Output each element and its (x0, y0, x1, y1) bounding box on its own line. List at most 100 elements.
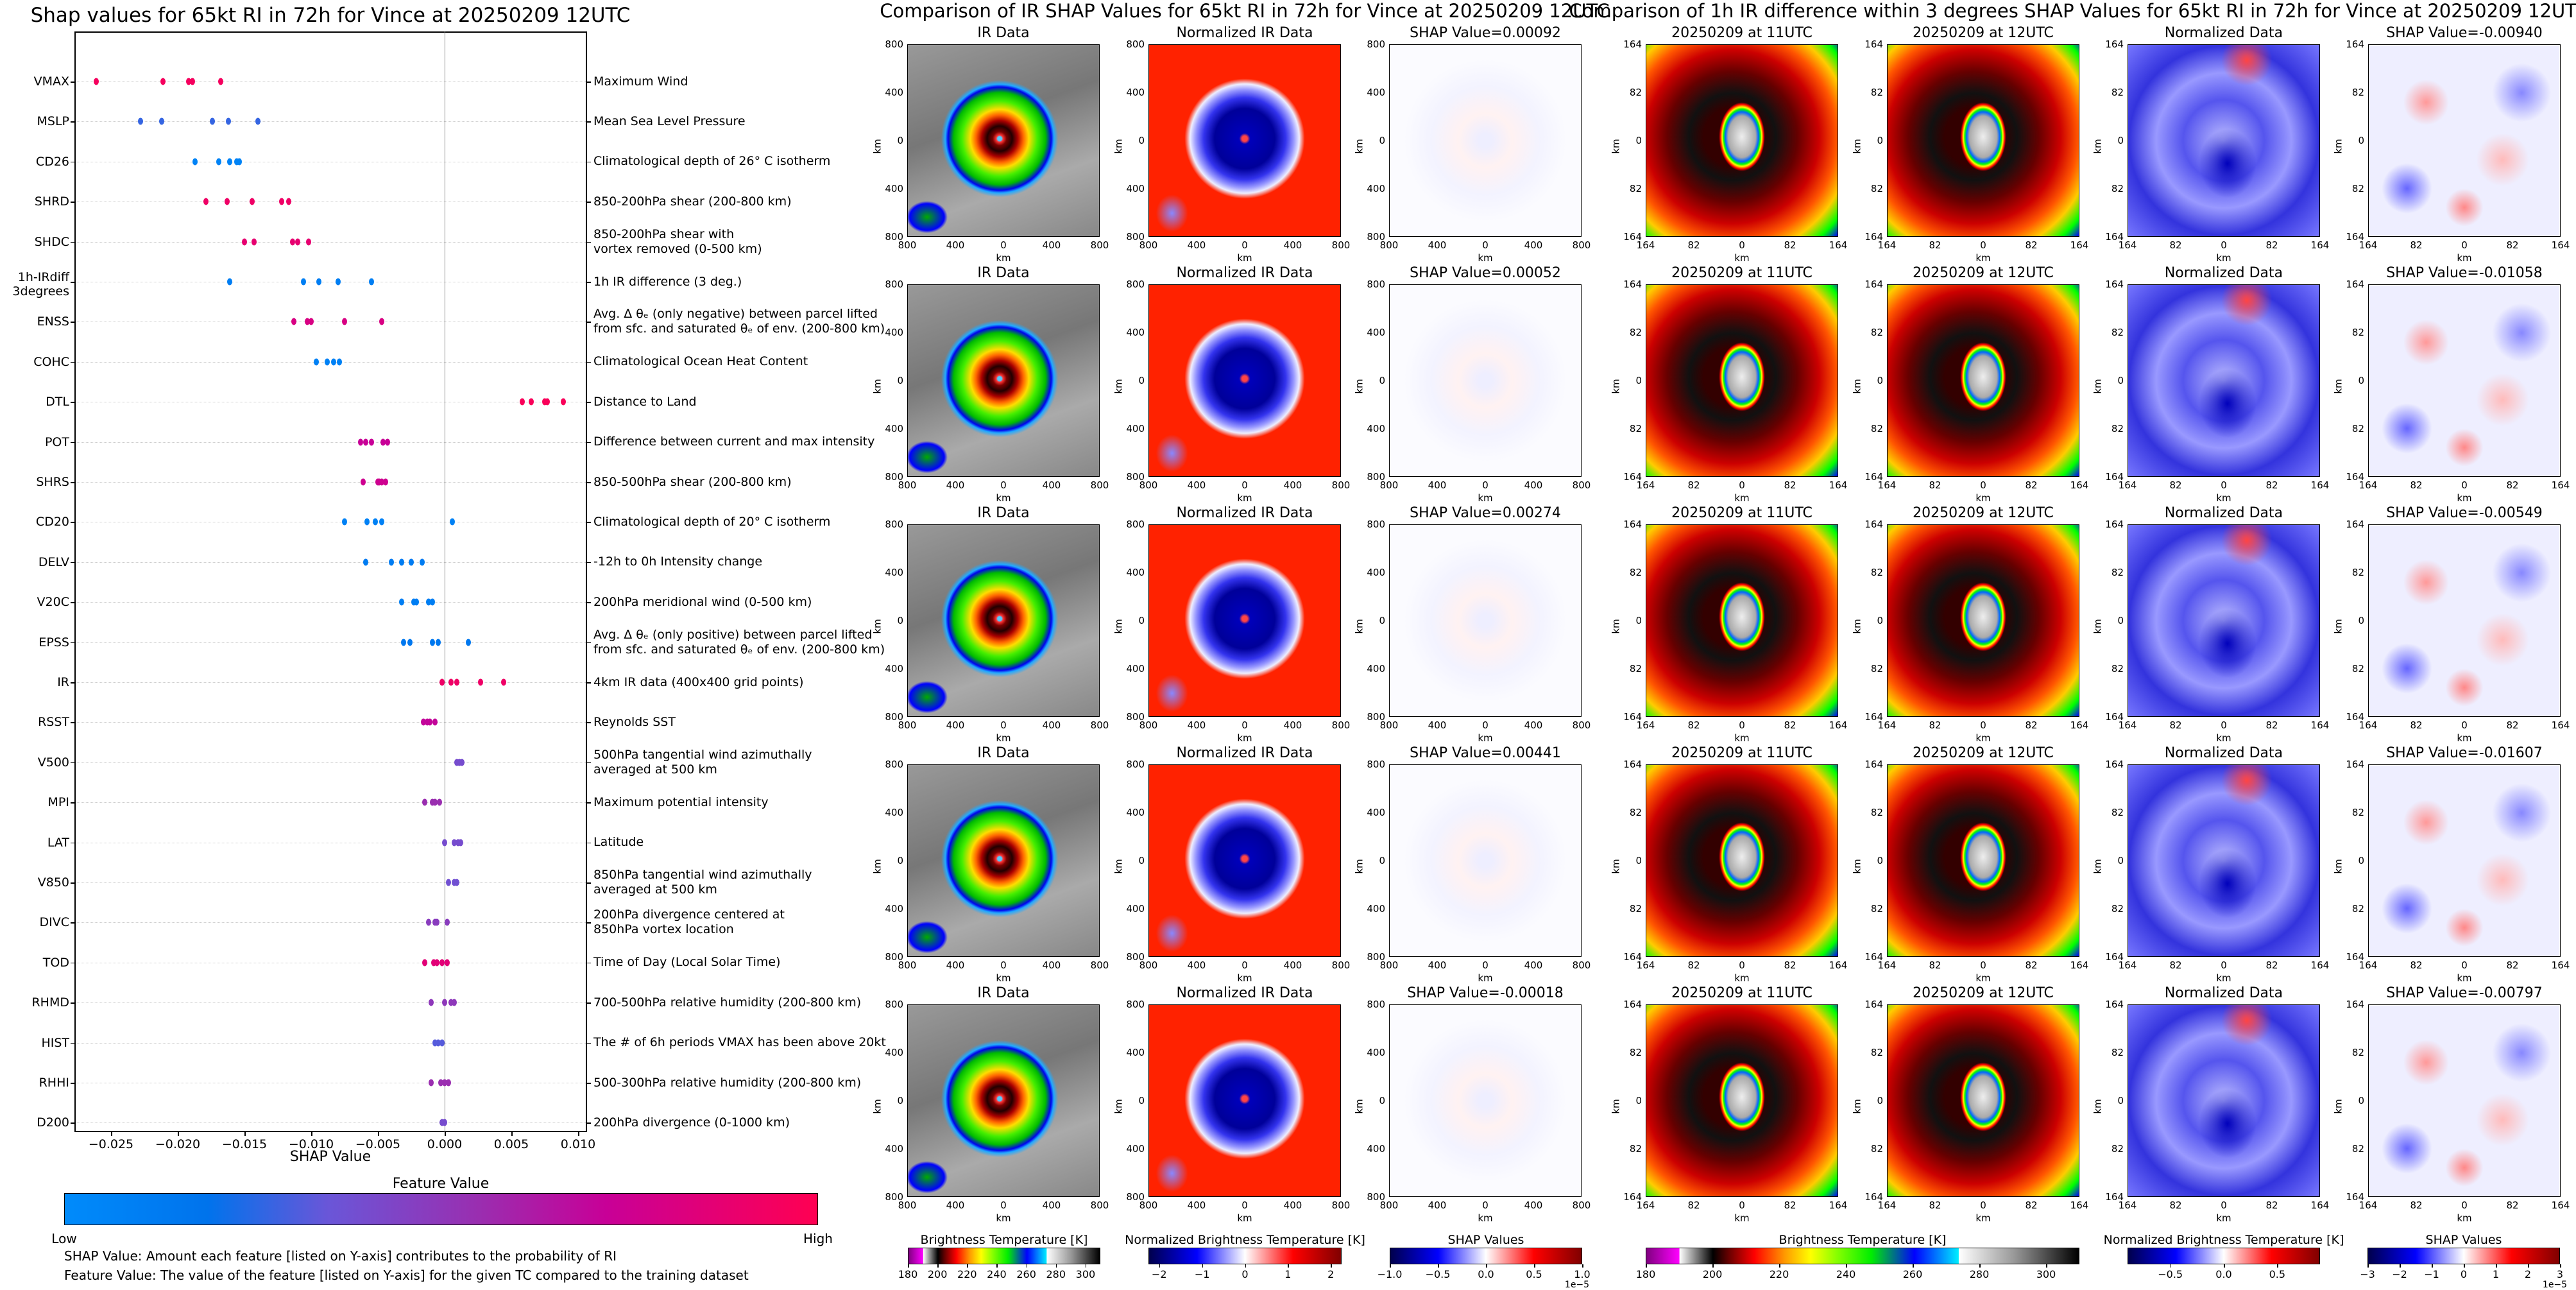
x-axis-unit-label: km (1237, 492, 1252, 504)
y-tick-label: 82 (2111, 567, 2124, 578)
colorbar-tick-label: 260 (1902, 1268, 1923, 1280)
colorbar-tick-label: −0.5 (1425, 1268, 1451, 1280)
x-tick-label: 164 (1877, 479, 1897, 491)
feature-code-label: MSLP (37, 114, 70, 129)
x-tick-label: 0.000 (427, 1137, 463, 1151)
ir-shap-panel-title: SHAP Value=0.00052 (1410, 265, 1561, 281)
y-axis-unit-label: km (1113, 139, 1125, 154)
shap-point (429, 1079, 434, 1087)
shap-point (234, 158, 239, 166)
x-tick-label: 400 (1283, 1200, 1302, 1211)
y-tick-label: 0 (1877, 1095, 1883, 1106)
y-tick-label: 82 (2351, 567, 2364, 578)
feature-code-label: 1h-IRdiff 3degrees (12, 270, 69, 298)
shap-point (384, 438, 390, 446)
colorbar-tick-label: 300 (1075, 1268, 1096, 1280)
y-tick-label: 82 (1629, 87, 1642, 98)
x-tick-label: 400 (1428, 1200, 1447, 1211)
feature-description: 850-200hPa shear with (593, 227, 735, 241)
y-tick-label: 82 (2111, 807, 2124, 818)
x-tick-label: −0.025 (88, 1137, 134, 1151)
y-tick-label: 800 (885, 519, 903, 530)
y-tick-label: 0 (1138, 375, 1145, 386)
shap-point (542, 398, 547, 406)
x-tick-label: 82 (2169, 239, 2182, 251)
y-tick-left (71, 602, 74, 603)
y-tick-label: 0 (1877, 615, 1883, 626)
x-axis-unit-label: km (996, 732, 1011, 744)
x-tick-label: 164 (1829, 1200, 1848, 1211)
normalized-diff-data-image (2128, 1004, 2320, 1197)
x-tick-label: 0 (2461, 239, 2468, 251)
x-tick-label: 164 (2358, 239, 2378, 251)
x-tick-label: 164 (2358, 959, 2378, 971)
colorbar-tick (2528, 1264, 2529, 1268)
y-axis-unit-label: km (1113, 379, 1125, 394)
colorbar-tick-label: 1.0 (1574, 1268, 1591, 1280)
feature-code-label: VMAX (33, 74, 69, 89)
x-tick-label: 400 (1283, 479, 1302, 491)
normalized-diff-data-panel-title: Normalized Data (2164, 505, 2283, 521)
x-tick-label: 0 (2461, 1200, 2468, 1211)
y-tick-label: 0 (897, 135, 903, 146)
ir-11utc-image (1646, 44, 1838, 237)
y-tick-right (587, 1002, 591, 1004)
colorbar-tick-label: 1 (1284, 1268, 1292, 1280)
x-tick-label: 164 (2358, 479, 2378, 491)
y-axis-unit-label: km (2332, 619, 2344, 634)
feature-gridline (76, 1042, 586, 1044)
y-tick-right (587, 442, 591, 443)
note-shap-value: SHAP Value: Amount each feature [listed … (64, 1248, 617, 1264)
feature-description: 850-200hPa shear (200-800 km) (593, 194, 792, 209)
shap-point (430, 639, 436, 646)
x-axis-unit-label: km (1478, 972, 1493, 984)
y-axis-unit-label: km (1610, 859, 1622, 874)
shap-point (357, 438, 363, 446)
y-tick-left (71, 762, 74, 764)
x-axis-unit-label: km (1734, 972, 1750, 984)
x-axis-unit-label: km (1975, 492, 1991, 504)
x-tick-label: 0 (1000, 479, 1007, 491)
feature-code-label: SHRD (34, 194, 69, 209)
feature-code-label: COHC (33, 354, 69, 369)
colorbar-tick (1288, 1264, 1289, 1268)
y-tick-label: 400 (1367, 423, 1385, 434)
diff-shap-panel-title: SHAP Value=-0.00940 (2386, 25, 2543, 41)
shap-point (314, 358, 320, 366)
feature-description: Distance to Land (593, 394, 697, 409)
feature-description: Reynolds SST (593, 714, 676, 729)
y-tick-label: 0 (897, 375, 903, 386)
diff-shap-panel-title: SHAP Value=-0.01058 (2386, 265, 2543, 281)
y-tick-label: 82 (2351, 327, 2364, 338)
y-tick-label: 164 (2105, 519, 2124, 530)
feature-code-label: RHHI (38, 1076, 69, 1090)
y-tick-label: 164 (1864, 39, 1883, 50)
colorbar-tick-label: −1 (1194, 1268, 1210, 1280)
x-axis-unit-label: km (2216, 972, 2231, 984)
colorbar-title: Brightness Temperature [K] (920, 1233, 1088, 1247)
y-tick-right (587, 562, 591, 563)
feature-code-label: D200 (37, 1115, 69, 1130)
y-tick-label: 82 (1870, 807, 1883, 818)
x-tick-label: 800 (1139, 239, 1158, 251)
colorbar-tick (2496, 1264, 2497, 1268)
diff-shap-panel-title: SHAP Value=-0.00549 (2386, 505, 2543, 521)
shap-point (379, 478, 385, 486)
colorbar-tick (1390, 1264, 1391, 1268)
colorbar-tick (1712, 1264, 1714, 1268)
x-tick-label: 400 (1428, 719, 1447, 731)
feature-description: 850hPa tangential wind azimuthally (593, 868, 812, 882)
y-tick-label: 164 (1623, 231, 1642, 243)
y-tick-label: 800 (1126, 519, 1145, 530)
colorbar-tick (1085, 1264, 1087, 1268)
y-tick-right (587, 962, 591, 964)
y-tick-label: 164 (2346, 39, 2364, 50)
y-tick-label: 0 (897, 855, 903, 866)
y-tick-right (587, 482, 591, 483)
x-axis-unit-label: km (2216, 1212, 2231, 1224)
y-tick-label: 400 (1126, 663, 1145, 675)
x-tick-label: 400 (1428, 959, 1447, 971)
x-tick-label: 0 (1000, 239, 1007, 251)
colorbar-tick (937, 1264, 939, 1268)
colorbar-title: SHAP Values (1447, 1233, 1524, 1247)
